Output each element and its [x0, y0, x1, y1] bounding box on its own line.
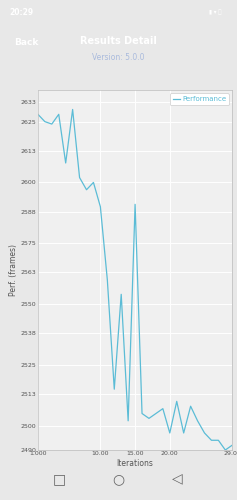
Performance [43, 118, 46, 124]
Performance [99, 204, 102, 210]
Performance [71, 106, 74, 112]
Performance [217, 438, 220, 444]
Performance [141, 410, 143, 416]
Y-axis label: Perf. (frames): Perf. (frames) [9, 244, 18, 296]
Text: Results Detail: Results Detail [80, 36, 157, 46]
Performance [85, 186, 88, 192]
Performance [231, 442, 234, 448]
Performance [203, 430, 206, 436]
Performance [92, 180, 95, 186]
Text: ▮ ▾ 〓: ▮ ▾ 〓 [209, 10, 221, 16]
Legend: Performance: Performance [170, 94, 229, 105]
Performance [155, 410, 157, 416]
Performance [113, 386, 116, 392]
X-axis label: Iterations: Iterations [117, 459, 154, 468]
Performance [134, 202, 137, 207]
Performance [106, 276, 109, 282]
Performance [196, 418, 199, 424]
Performance [175, 398, 178, 404]
Text: □: □ [53, 472, 66, 486]
Performance [210, 438, 213, 444]
Performance [182, 430, 185, 436]
Line: Performance: Performance [38, 110, 232, 450]
Text: 20:29: 20:29 [9, 8, 34, 17]
Performance [161, 406, 164, 411]
Performance [189, 403, 192, 409]
Text: ○: ○ [112, 472, 125, 486]
Performance [57, 112, 60, 117]
Performance [168, 430, 171, 436]
Text: Version: 5.0.0: Version: 5.0.0 [92, 53, 145, 62]
Performance [120, 292, 123, 298]
Performance [50, 121, 53, 127]
Performance [224, 447, 227, 453]
Performance [36, 112, 39, 117]
Performance [78, 174, 81, 180]
Text: Back: Back [14, 38, 39, 46]
Performance [64, 160, 67, 166]
Performance [148, 416, 150, 422]
Text: ◁: ◁ [173, 472, 183, 486]
Performance [127, 418, 130, 424]
